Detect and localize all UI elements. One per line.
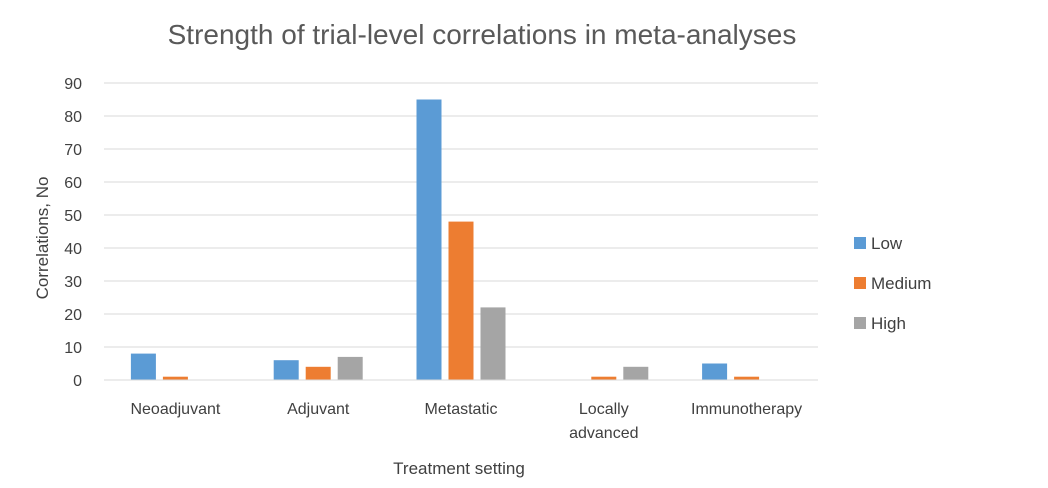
y-axis-label: Correlations, No — [33, 177, 52, 300]
chart-title: Strength of trial-level correlations in … — [168, 19, 797, 50]
x-axis-ticks: Neoadjuvant Adjuvant Metastatic Locally adva… — [130, 401, 802, 442]
bar-high-locally-advanced — [623, 366, 649, 380]
x-tick-label: Neoadjuvant — [130, 401, 220, 418]
y-tick-label: 20 — [64, 307, 82, 324]
x-tick-label: Adjuvant — [287, 401, 350, 418]
legend-label-medium: Medium — [871, 274, 931, 293]
bar-medium-adjuvant — [305, 366, 331, 380]
legend-label-high: High — [871, 314, 906, 333]
legend: Low Medium High — [854, 234, 931, 333]
x-tick-label: Locally advanced — [569, 401, 638, 442]
legend-label-low: Low — [871, 234, 903, 253]
bar-medium-neoadjuvant — [162, 376, 188, 380]
x-tick-label: Metastatic — [425, 401, 498, 418]
legend-swatch-low — [854, 237, 866, 249]
x-axis-label: Treatment setting — [393, 459, 525, 478]
y-tick-label: 50 — [64, 208, 82, 225]
bar-medium-locally-advanced — [591, 376, 617, 380]
y-tick-label: 70 — [64, 142, 82, 159]
y-tick-label: 10 — [64, 340, 82, 357]
gridlines — [104, 82, 818, 348]
y-tick-label: 60 — [64, 175, 82, 192]
bar-medium-immunotherapy — [734, 376, 760, 380]
y-tick-label: 30 — [64, 274, 82, 291]
bars — [130, 99, 760, 380]
legend-swatch-high — [854, 317, 866, 329]
y-tick-label: 40 — [64, 241, 82, 258]
bar-low-metastatic — [416, 99, 442, 380]
x-tick-label: Immunotherapy — [691, 401, 802, 418]
bar-low-immunotherapy — [702, 363, 728, 380]
bar-low-neoadjuvant — [130, 353, 156, 380]
bar-high-adjuvant — [337, 356, 363, 380]
y-tick-label: 90 — [64, 76, 82, 93]
legend-swatch-medium — [854, 277, 866, 289]
bar-low-adjuvant — [273, 360, 299, 380]
bar-medium-metastatic — [448, 221, 474, 380]
y-tick-label: 80 — [64, 109, 82, 126]
y-axis-ticks: 0 10 20 30 40 50 60 70 80 90 — [64, 76, 82, 390]
y-tick-label: 0 — [73, 373, 82, 390]
bar-high-metastatic — [480, 307, 506, 380]
